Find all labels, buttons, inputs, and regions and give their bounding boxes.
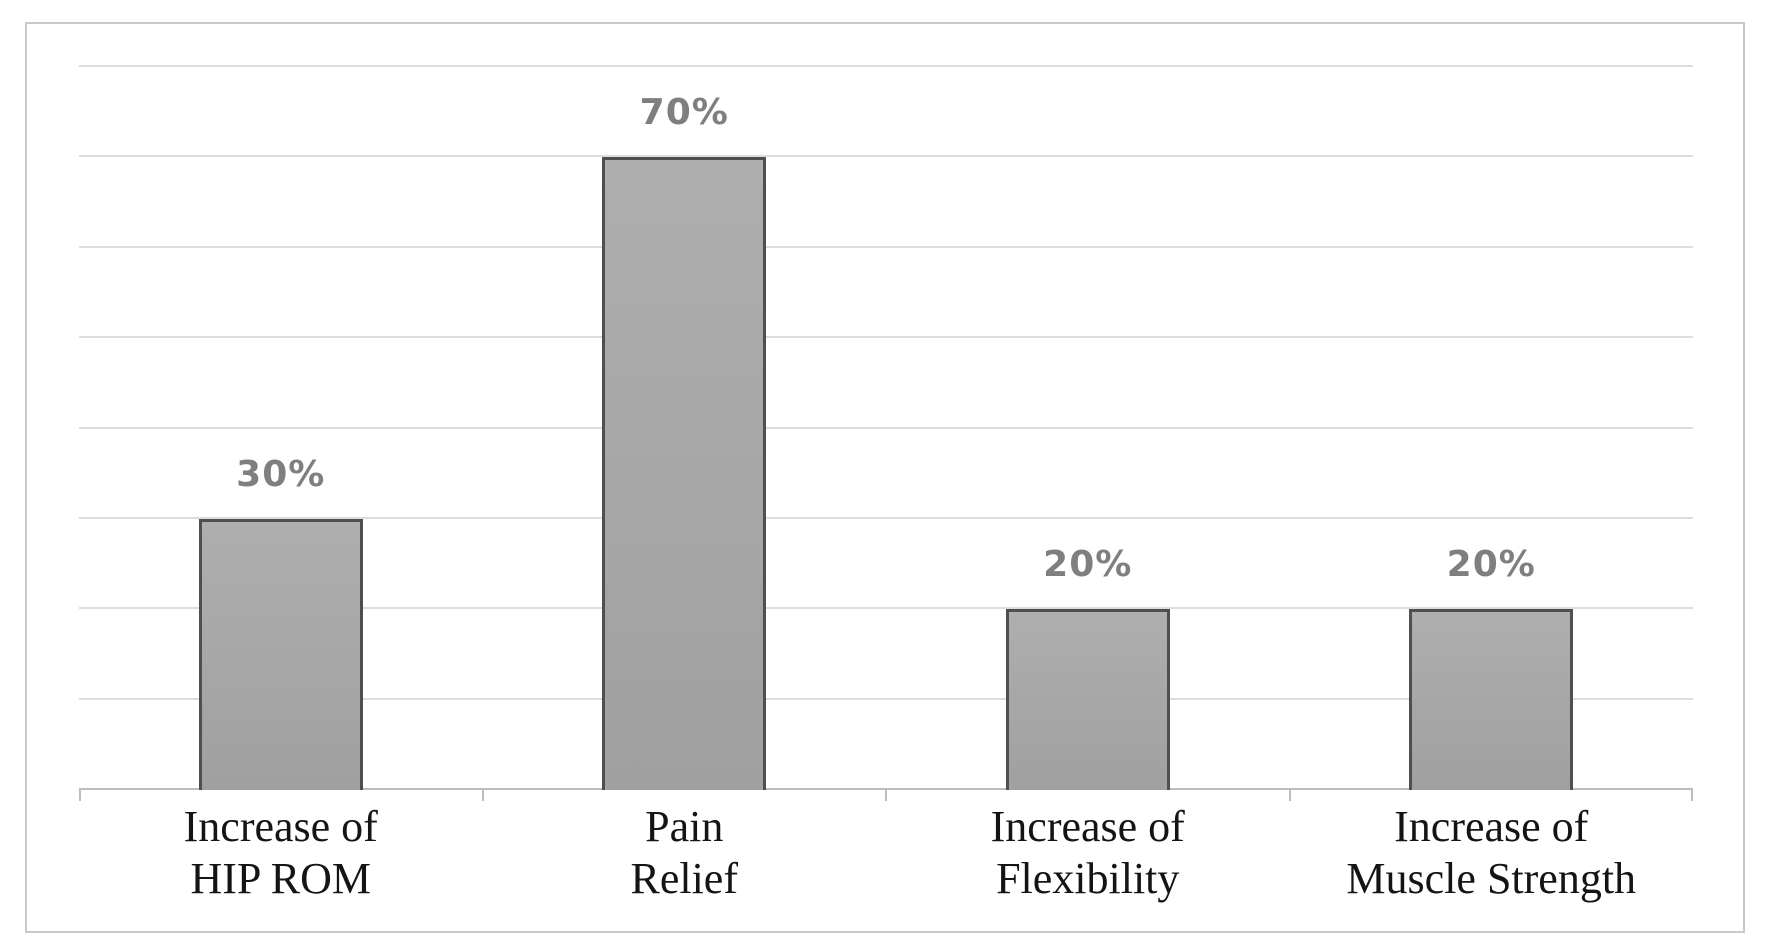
- category-label-line: Flexibility: [996, 854, 1180, 903]
- bar-value-label: 20%: [1043, 544, 1133, 586]
- bar-4: [1409, 609, 1574, 790]
- gridline: [79, 426, 1693, 429]
- bar-2: [602, 157, 767, 790]
- gridline: [79, 155, 1693, 158]
- gridline: [79, 607, 1693, 610]
- bar-1: [198, 518, 363, 790]
- plot-area: 30% 70% 20% 20%: [79, 28, 1693, 801]
- category-label: Increase of HIP ROM: [71, 801, 491, 905]
- category-label: Increase of Muscle Strength: [1281, 801, 1701, 905]
- category-label-line: Relief: [630, 854, 738, 903]
- bar-value-label: 30%: [236, 453, 326, 495]
- bar-value-label: 20%: [1446, 544, 1536, 586]
- x-axis-tick: [885, 788, 887, 801]
- category-label: Pain Relief: [474, 801, 894, 905]
- x-axis-tick: [1288, 788, 1291, 801]
- gridline: [79, 516, 1693, 519]
- x-axis-tick: [481, 788, 484, 801]
- bar-3: [1005, 609, 1170, 790]
- category-label-line: Increase of: [990, 802, 1185, 851]
- gridline: [79, 245, 1693, 248]
- x-axis-tick: [1691, 788, 1693, 801]
- x-axis-tick: [79, 788, 81, 801]
- gridline: [79, 336, 1693, 339]
- category-label-line: Pain: [645, 802, 724, 851]
- category-label-line: HIP ROM: [190, 854, 371, 903]
- gridline: [79, 65, 1693, 67]
- category-label: Increase of Flexibility: [878, 801, 1298, 905]
- category-label-line: Increase of: [183, 802, 378, 851]
- gridline: [79, 697, 1693, 700]
- x-axis-category-labels: Increase of HIP ROM Pain Relief Increase of F…: [79, 801, 1693, 921]
- category-label-line: Muscle Strength: [1346, 854, 1637, 903]
- bar-value-label: 70%: [639, 92, 729, 134]
- category-label-line: Increase of: [1394, 802, 1589, 851]
